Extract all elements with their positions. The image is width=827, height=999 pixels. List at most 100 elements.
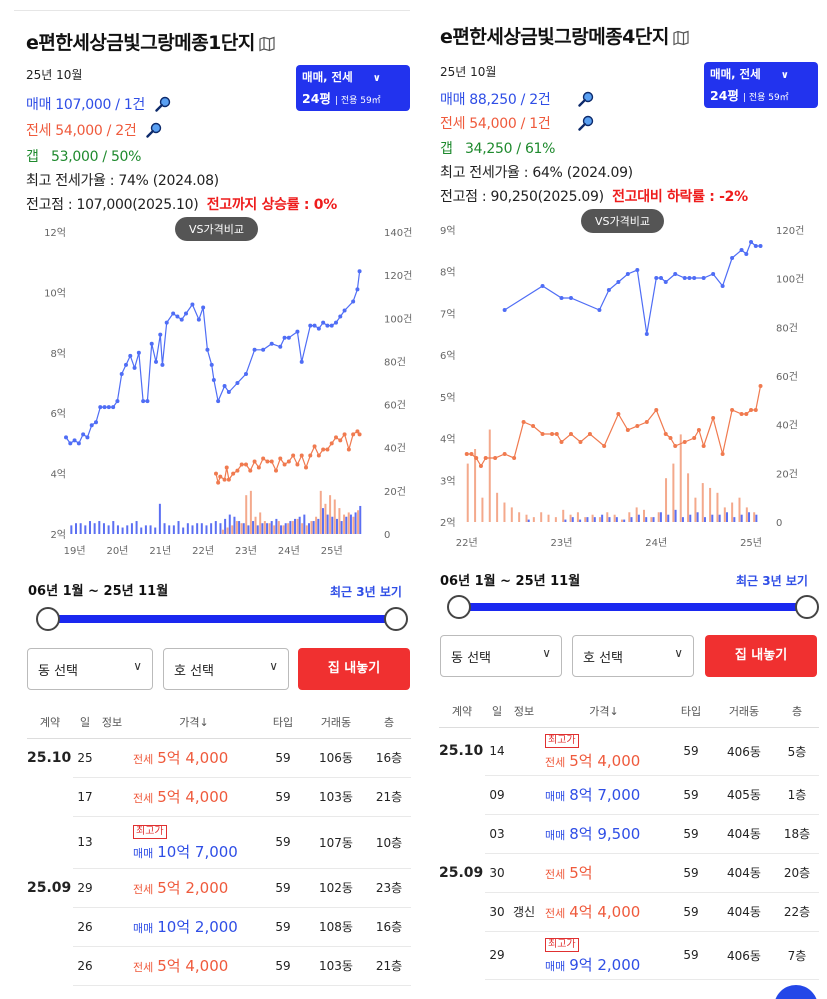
volume-bar-sale xyxy=(298,516,301,534)
vs-compare-button[interactable]: VS가격비교 xyxy=(581,209,664,233)
deal-type-selector[interactable]: 매매, 전세 ∨ 24평 | 전용 59㎡ xyxy=(296,65,410,111)
search-icon[interactable] xyxy=(578,91,594,111)
table-row[interactable]: 17 전세 5억 4,000 59 103동 21층 xyxy=(27,777,411,817)
deal-info xyxy=(97,907,127,947)
data-point-jeonse xyxy=(295,462,300,467)
price-value: 5억 xyxy=(569,864,593,882)
table-row[interactable]: 26 전세 5억 4,000 59 103동 21층 xyxy=(27,946,411,986)
list-home-button[interactable]: 집 내놓기 xyxy=(705,635,817,677)
unit-type: 59 xyxy=(669,931,713,980)
dong-select[interactable]: 동 선택 ∨ xyxy=(440,635,562,677)
volume-bar-sale xyxy=(289,521,292,534)
table-row[interactable]: 26 매매 10억 2,000 59 108동 16층 xyxy=(27,907,411,947)
table-row[interactable]: 29 최고가 매매 9억 2,000 59 406동 7층 xyxy=(439,931,819,980)
chevron-down-icon: ∨ xyxy=(269,659,278,673)
deal-type-selector[interactable]: 매매, 전세 ∨ 24평 | 전용 59㎡ xyxy=(704,62,818,108)
peak-summary: 전고점 : 107,000(2025.10) 전고까지 상승률 : 0% xyxy=(26,194,337,214)
slider-end-handle[interactable] xyxy=(795,595,819,619)
map-icon[interactable] xyxy=(259,35,275,57)
col-info[interactable]: 정보 xyxy=(97,706,127,739)
table-row[interactable]: 25.09 30 전세 5억 59 404동 20층 xyxy=(439,853,819,893)
chevron-down-icon: ∨ xyxy=(542,646,551,660)
volume-bar-sale xyxy=(256,525,259,534)
data-point-sale xyxy=(235,381,240,385)
col-type[interactable]: 타입 xyxy=(261,706,305,739)
data-point-jeonse xyxy=(299,453,304,458)
volume-bar-sale xyxy=(608,517,611,522)
vs-compare-button[interactable]: VS가격비교 xyxy=(175,217,258,241)
volume-bar-sale xyxy=(696,512,699,522)
volume-bar-sale xyxy=(527,519,530,522)
contract-month: 25.10 xyxy=(439,743,484,760)
date-range-slider[interactable] xyxy=(36,607,408,631)
col-type[interactable]: 타입 xyxy=(669,695,713,728)
ho-select[interactable]: 호 선택 ∨ xyxy=(163,648,289,690)
volume-bar-jeonse xyxy=(481,497,484,522)
search-icon[interactable] xyxy=(578,115,594,135)
data-point-sale xyxy=(136,350,141,355)
data-point-sale xyxy=(111,405,116,410)
unit-type: 59 xyxy=(261,777,305,817)
slider-end-handle[interactable] xyxy=(384,607,408,631)
volume-bar-jeonse xyxy=(343,514,346,534)
volume-bar-jeonse xyxy=(277,521,280,534)
map-icon[interactable] xyxy=(673,29,689,51)
data-point-sale xyxy=(338,314,343,319)
complex-title[interactable]: e편한세상금빛그랑메종1단지 xyxy=(26,28,275,57)
table-row[interactable]: 25.09 29 전세 5억 2,000 59 102동 23층 xyxy=(27,868,411,908)
search-icon[interactable] xyxy=(155,96,171,116)
ho-select[interactable]: 호 선택 ∨ xyxy=(572,635,694,677)
volume-bar-jeonse xyxy=(709,487,712,522)
col-price[interactable]: 가격↓ xyxy=(127,706,261,739)
deal-type: 전세 xyxy=(133,753,154,766)
data-point-sale xyxy=(102,405,107,410)
slider-start-handle[interactable] xyxy=(447,595,471,619)
col-contract[interactable]: 계약 xyxy=(439,695,485,728)
peak-text: 전고점 : 107,000(2025.10) xyxy=(26,197,199,213)
table-row[interactable]: 25.10 25 전세 5억 4,000 59 106동 16층 xyxy=(27,738,411,778)
table-row[interactable]: 13 최고가 매매 10억 7,000 59 107동 10층 xyxy=(27,816,411,869)
table-row[interactable]: 25.10 14 최고가 전세 5억 4,000 59 406동 5층 xyxy=(439,727,819,776)
volume-bar-jeonse xyxy=(333,499,336,534)
contract-day: 25 xyxy=(73,738,97,778)
col-contract[interactable]: 계약 xyxy=(27,706,73,739)
data-point-jeonse xyxy=(252,459,257,464)
col-day[interactable]: 일 xyxy=(73,706,97,739)
complex-title[interactable]: e편한세상금빛그랑메종4단지 xyxy=(440,22,689,51)
search-icon[interactable] xyxy=(146,122,162,142)
slider-start-handle[interactable] xyxy=(36,607,60,631)
col-floor[interactable]: 층 xyxy=(775,695,819,728)
volume-bar-sale xyxy=(303,514,306,534)
data-point-sale xyxy=(559,296,564,300)
floating-action-button[interactable] xyxy=(774,985,818,999)
volume-bar-jeonse xyxy=(466,463,469,522)
col-info[interactable]: 정보 xyxy=(509,695,539,728)
recent-3y-link[interactable]: 최근 3년 보기 xyxy=(330,585,402,599)
table-row[interactable]: 30 갱신 전세 4억 4,000 59 404동 22층 xyxy=(439,892,819,932)
contract-month xyxy=(439,931,485,979)
data-point-jeonse xyxy=(474,456,479,460)
col-dong[interactable]: 거래동 xyxy=(713,695,775,728)
volume-bar-sale xyxy=(135,521,138,534)
volume-bar-sale xyxy=(158,503,161,534)
dong-select[interactable]: 동 선택 ∨ xyxy=(27,648,153,690)
data-point-sale xyxy=(89,423,94,428)
col-dong[interactable]: 거래동 xyxy=(305,706,367,739)
volume-bar-jeonse xyxy=(562,509,565,522)
deal-info: 갱신 xyxy=(509,892,539,932)
price-cell: 매매 8억 9,500 xyxy=(539,814,669,854)
y-left-tick-label: 3억 xyxy=(440,475,456,487)
data-point-sale xyxy=(115,399,120,404)
data-point-sale xyxy=(68,441,73,446)
table-row[interactable]: 09 매매 8억 7,000 59 405동 1층 xyxy=(439,775,819,815)
volume-bar-jeonse xyxy=(576,512,579,522)
recent-3y-link[interactable]: 최근 3년 보기 xyxy=(736,574,808,588)
table-row[interactable]: 03 매매 8억 9,500 59 404동 18층 xyxy=(439,814,819,854)
col-price[interactable]: 가격↓ xyxy=(539,695,669,728)
list-home-button[interactable]: 집 내놓기 xyxy=(298,648,410,690)
data-point-jeonse xyxy=(239,462,244,467)
col-floor[interactable]: 층 xyxy=(367,706,411,739)
col-day[interactable]: 일 xyxy=(485,695,509,728)
date-range-slider[interactable] xyxy=(447,595,819,619)
x-tick-label: 25년 xyxy=(740,537,762,549)
